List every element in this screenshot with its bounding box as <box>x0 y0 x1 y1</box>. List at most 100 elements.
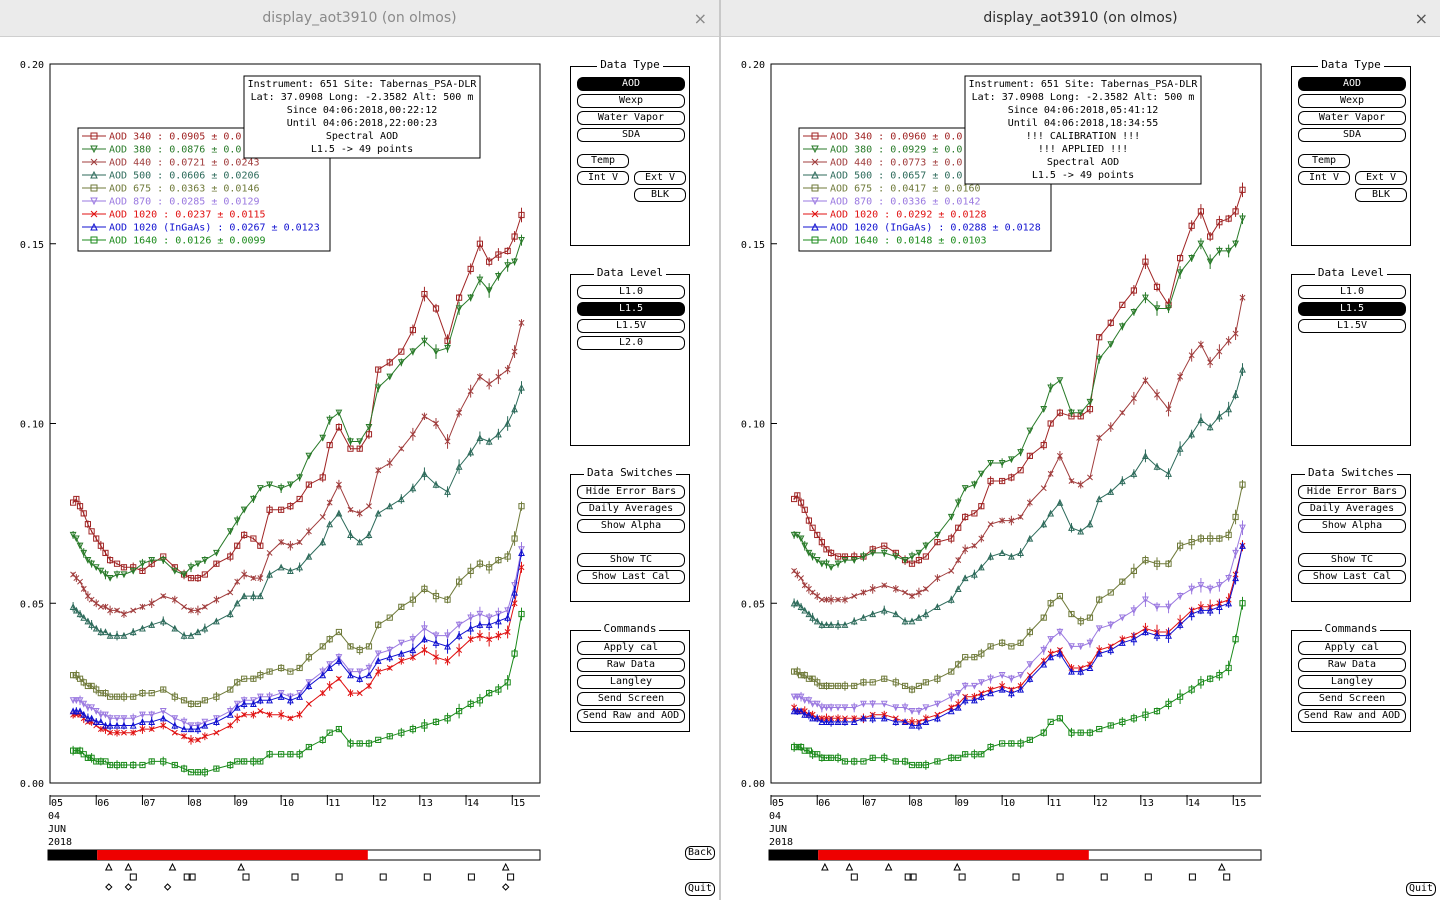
blk-button[interactable]: BLK <box>1355 188 1407 202</box>
temp-button[interactable]: Temp <box>1298 154 1350 168</box>
data-point <box>970 570 978 578</box>
close-icon[interactable]: × <box>693 9 707 28</box>
back-button[interactable]: Back <box>685 846 715 860</box>
langley-button[interactable]: Langley <box>577 675 685 689</box>
show-last-cal-button[interactable]: Show Last Cal <box>577 570 685 584</box>
timeline-black-segment <box>48 850 98 860</box>
data-point <box>977 563 985 571</box>
level-l1-5v-button[interactable]: L1.5V <box>577 319 685 333</box>
data-point <box>286 693 294 701</box>
data-point <box>84 557 92 564</box>
data-point <box>97 711 105 719</box>
data-point <box>432 305 440 312</box>
x-tick-label: 11 <box>328 798 340 809</box>
data-point <box>978 535 985 542</box>
data-point <box>476 373 483 380</box>
close-icon[interactable]: × <box>1414 9 1428 28</box>
quit-button[interactable]: Quit <box>1406 882 1436 896</box>
data-point <box>397 495 405 503</box>
int-v-button[interactable]: Int V <box>577 171 629 185</box>
aod-button[interactable]: AOD <box>577 77 685 91</box>
data-point <box>1119 578 1126 585</box>
data-point <box>249 697 257 705</box>
blk-button[interactable]: BLK <box>634 188 686 202</box>
data-point <box>1026 534 1034 542</box>
hide-error-bars-button[interactable]: Hide Error Bars <box>577 485 685 499</box>
ext-v-button[interactable]: Ext V <box>1355 171 1407 185</box>
wexp-button[interactable]: Wexp <box>1298 94 1406 108</box>
level-l1-0-button[interactable]: L1.0 <box>577 285 685 299</box>
show-last-cal-button[interactable]: Show Last Cal <box>1298 570 1406 584</box>
data-point <box>518 503 525 510</box>
data-point <box>1239 365 1246 373</box>
data-point <box>834 560 842 568</box>
x-tick-label: 08 <box>190 798 202 809</box>
data-point <box>814 531 821 539</box>
data-point <box>226 708 234 715</box>
raw-data-button[interactable]: Raw Data <box>1298 658 1406 672</box>
data-point <box>365 643 373 650</box>
data-point <box>97 718 105 725</box>
level-l2-0-button[interactable]: L2.0 <box>577 336 685 350</box>
data-point <box>511 600 518 607</box>
data-point <box>869 610 877 618</box>
sda-button[interactable]: SDA <box>1298 128 1406 142</box>
water-vapor-button[interactable]: Water Vapor <box>577 111 685 125</box>
apply-cal-button[interactable]: Apply cal <box>577 641 685 655</box>
water-vapor-button[interactable]: Water Vapor <box>1298 111 1406 125</box>
send-screen-button[interactable]: Send Screen <box>577 692 685 706</box>
data-point <box>892 610 900 618</box>
data-point <box>1232 391 1239 398</box>
data-point <box>319 643 326 650</box>
data-point <box>187 722 195 730</box>
data-point <box>797 499 805 506</box>
data-point <box>227 761 234 769</box>
data-point <box>811 145 819 154</box>
data-point <box>1216 535 1223 542</box>
ext-v-button[interactable]: Ext V <box>634 171 686 185</box>
level-l1-5-button[interactable]: L1.5 <box>1298 302 1406 316</box>
data-point <box>1165 700 1172 708</box>
show-tc-button[interactable]: Show TC <box>577 553 685 567</box>
show-alpha-button[interactable]: Show Alpha <box>1298 519 1406 533</box>
data-point <box>1197 679 1205 686</box>
aod-button[interactable]: AOD <box>1298 77 1406 91</box>
series-line <box>73 613 522 773</box>
apply-cal-button[interactable]: Apply cal <box>1298 641 1406 655</box>
data-point <box>92 718 100 725</box>
data-point <box>398 348 405 355</box>
data-point <box>88 560 96 568</box>
data-point <box>113 571 121 579</box>
show-tc-button[interactable]: Show TC <box>1298 553 1406 567</box>
quit-button[interactable]: Quit <box>685 882 715 896</box>
show-alpha-button[interactable]: Show Alpha <box>577 519 685 533</box>
level-l1-5v-button[interactable]: L1.5V <box>1298 319 1406 333</box>
temp-button[interactable]: Temp <box>577 154 629 168</box>
timeline-red-segment <box>818 850 1089 860</box>
data-point <box>476 632 483 639</box>
raw-data-button[interactable]: Raw Data <box>577 658 685 672</box>
legend-label: AOD 1020 (InGaAs) : 0.0288 ± 0.0128 <box>830 223 1041 234</box>
data-point <box>455 305 463 313</box>
int-v-button[interactable]: Int V <box>1298 171 1350 185</box>
data-point <box>80 710 88 718</box>
level-l1-0-button[interactable]: L1.0 <box>1298 285 1406 299</box>
data-point <box>90 197 98 206</box>
daily-averages-button[interactable]: Daily Averages <box>577 502 685 516</box>
langley-button[interactable]: Langley <box>1298 675 1406 689</box>
send-screen-button[interactable]: Send Screen <box>1298 692 1406 706</box>
daily-averages-button[interactable]: Daily Averages <box>1298 502 1406 516</box>
send-raw-and-aod-button[interactable]: Send Raw and AOD <box>577 709 685 723</box>
level-l1-5-button[interactable]: L1.5 <box>577 302 685 316</box>
send-raw-and-aod-button[interactable]: Send Raw and AOD <box>1298 709 1406 723</box>
wexp-button[interactable]: Wexp <box>577 94 685 108</box>
data-point <box>226 528 234 536</box>
data-point <box>375 736 382 743</box>
data-point <box>90 184 98 192</box>
data-point <box>851 758 858 765</box>
data-point <box>947 513 955 521</box>
data-point <box>1153 560 1161 567</box>
hide-error-bars-button[interactable]: Hide Error Bars <box>1298 485 1406 499</box>
data-point <box>102 571 109 579</box>
sda-button[interactable]: SDA <box>577 128 685 142</box>
